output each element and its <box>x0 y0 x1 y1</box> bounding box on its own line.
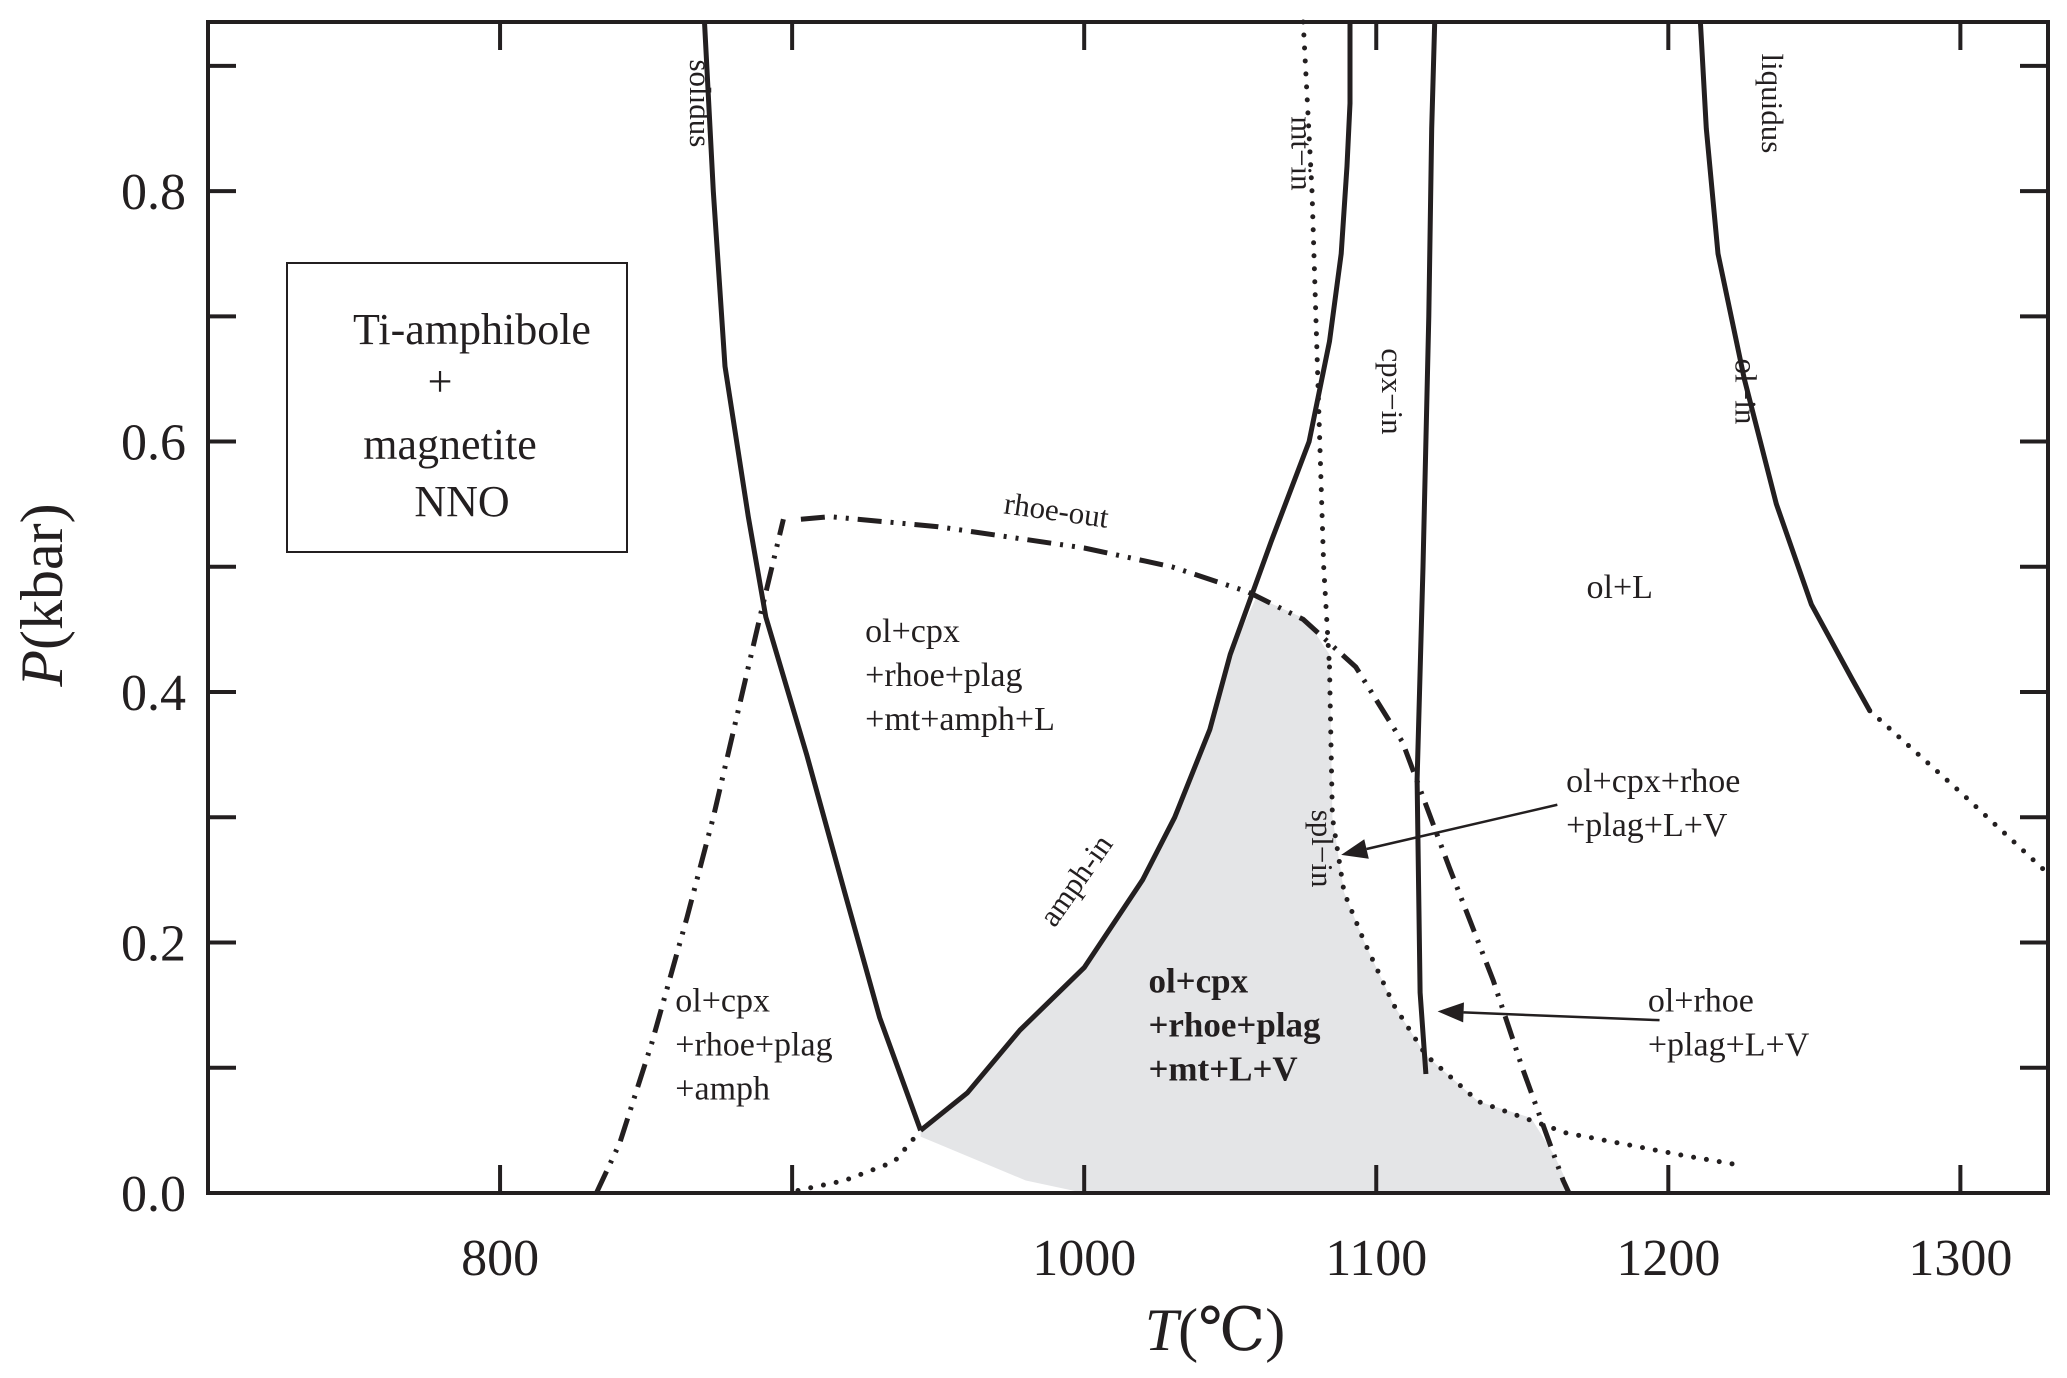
curve-label-mt-in: mt−in <box>1285 116 1320 191</box>
region-label-1: ol+cpx +rhoe+plag +mt+amph+L <box>865 613 1055 738</box>
y-tick-label-0.2: 0.2 <box>121 916 186 973</box>
region-label-1-line-1: ol+cpx <box>865 613 960 650</box>
region-label-6: ol+rhoe +plag+L+V <box>1648 982 1810 1063</box>
region-label-4-line-3: +mt+L+V <box>1148 1050 1297 1089</box>
y-tick-label-0: 0.0 <box>121 1166 186 1223</box>
y-axis-symbol: P <box>9 650 75 688</box>
curve-cpx-in <box>1414 21 1438 1075</box>
region-label-2-line-1: ol+L <box>1587 569 1653 606</box>
legend-line-1: Ti-amphibole <box>353 305 591 354</box>
region-label-1-line-3: +mt+amph+L <box>865 701 1055 738</box>
curve-label-ol-in: ol−in <box>1729 359 1764 425</box>
curve-liquidus-extension <box>1867 708 2051 877</box>
region-label-4-line-2: +rhoe+plag <box>1148 1006 1321 1045</box>
region-label-4: ol+cpx +rhoe+plag +mt+L+V <box>1148 962 1321 1089</box>
region-label-6-line-2: +plag+L+V <box>1648 1026 1810 1063</box>
region-label-3: ol+cpx +rhoe+plag +amph <box>675 982 832 1107</box>
plot-frame <box>206 20 2050 1195</box>
x-axis-symbol: T <box>1145 1297 1182 1363</box>
region-label-3-line-3: +amph <box>675 1070 770 1107</box>
curve-amph-in-extension <box>795 1127 924 1193</box>
x-tick-label-1000: 1000 <box>1032 1230 1136 1287</box>
curve-label-liquidus: liquidus <box>1755 53 1790 153</box>
arrow-1-head <box>1341 839 1369 859</box>
legend-line-4: NNO <box>414 477 509 526</box>
x-tick-label-1200: 1200 <box>1616 1230 1720 1287</box>
curve-label-rhoe-out: rhoe-out <box>1002 485 1111 534</box>
arrow-1-shaft <box>1366 803 1558 851</box>
curve-spl-in <box>1327 664 1744 1168</box>
curve-label-cpx-in: cpx−in <box>1375 348 1410 435</box>
region-label-3-line-2: +rhoe+plag <box>675 1026 832 1063</box>
region-label-5: ol+cpx+rhoe +plag+L+V <box>1566 763 1740 844</box>
legend-box <box>286 262 628 553</box>
region-label-3-line-1: ol+cpx <box>675 982 770 1019</box>
y-tick-label-0.8: 0.8 <box>121 164 186 221</box>
shaded-region-ol-cpx-rhoe-plag-mt-l-v <box>920 596 1572 1193</box>
legend: Ti-amphibole + magnetite NNO <box>286 262 628 553</box>
curve-label-amph-in: amph-in <box>1032 827 1120 932</box>
x-axis-unit: (℃) <box>1178 1297 1285 1363</box>
curve-amph-out <box>594 518 786 1195</box>
arrow-2-head <box>1437 1002 1464 1023</box>
curve-amph-in <box>919 22 1353 1133</box>
curve-solidus <box>702 21 923 1132</box>
region-label-5-line-2: +plag+L+V <box>1566 807 1728 844</box>
legend-line-3: magnetite <box>363 420 537 469</box>
x-tick-label-1100: 1100 <box>1325 1230 1427 1287</box>
region-label-5-line-1: ol+cpx+rhoe <box>1566 763 1740 800</box>
curve-label-spl-in: spl−in <box>1305 810 1340 888</box>
y-tick-label-0.4: 0.4 <box>121 665 186 722</box>
curve-label-solidus: solidus <box>683 59 718 147</box>
x-tick-label-800: 800 <box>461 1230 539 1287</box>
x-tick-label-1300: 1300 <box>1908 1230 2012 1287</box>
region-label-6-line-1: ol+rhoe <box>1648 982 1754 1019</box>
x-axis-title: T(℃) <box>1145 1297 1285 1363</box>
arrow-2-shaft <box>1463 1011 1660 1022</box>
region-label-2: ol+L <box>1587 569 1653 606</box>
y-axis-unit: (kbar) <box>9 503 75 650</box>
y-tick-label-0.6: 0.6 <box>121 415 186 472</box>
region-label-1-line-2: +rhoe+plag <box>865 657 1022 694</box>
curve-liquidus <box>1697 21 1872 713</box>
legend-line-2: + <box>428 357 453 406</box>
region-label-4-line-1: ol+cpx <box>1148 962 1248 1001</box>
y-axis-title: P(kbar) <box>9 503 75 687</box>
